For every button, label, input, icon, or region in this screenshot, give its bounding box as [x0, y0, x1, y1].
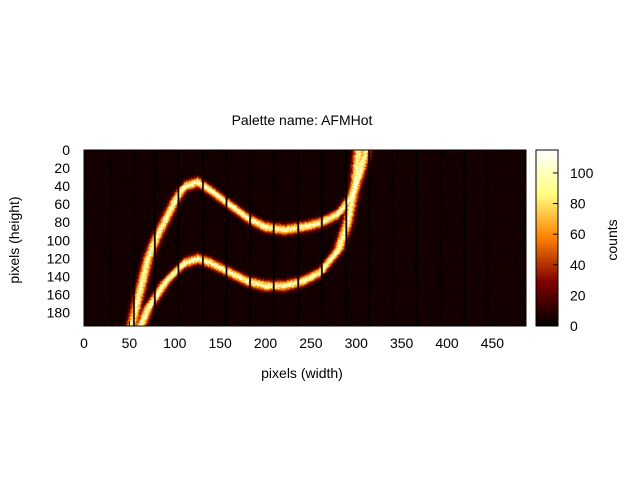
- y-tick-label: 20: [54, 160, 70, 176]
- y-tick-label: 140: [47, 268, 71, 284]
- colorbar-tick-label: 40: [570, 257, 586, 273]
- plot-border: [83, 149, 527, 327]
- y-tick-label: 40: [54, 178, 70, 194]
- colorbar-gradient: [536, 150, 558, 326]
- x-tick-labels: 0 50 100 150 200 250 300 350 400 450: [80, 321, 504, 351]
- y-tick-label: 60: [54, 196, 70, 212]
- y-tick-label: 80: [54, 214, 70, 230]
- x-tick-label: 250: [299, 335, 323, 351]
- y-tick-label: 120: [47, 250, 71, 266]
- colorbar: 0 20 40 60 80 100: [535, 149, 594, 334]
- colorbar-tick-labels: 0 20 40 60 80 100: [553, 165, 594, 334]
- colorbar-tick-label: 0: [570, 318, 578, 334]
- y-tick-label: 180: [47, 304, 71, 320]
- colorbar-label: counts: [604, 219, 620, 260]
- x-tick-label: 300: [345, 335, 369, 351]
- colorbar-border: [535, 149, 559, 327]
- y-tick-label: 0: [62, 142, 70, 158]
- y-tick-label: 160: [47, 286, 71, 302]
- x-tick-label: 100: [163, 335, 187, 351]
- y-tick-labels: 0 20 40 60 80 100 120 140 160 180: [47, 142, 89, 320]
- x-tick-label: 400: [435, 335, 459, 351]
- y-axis-label: pixels (height): [6, 196, 22, 283]
- x-tick-label: 0: [80, 335, 88, 351]
- colorbar-tick-label: 20: [570, 287, 586, 303]
- x-tick-label: 50: [122, 335, 138, 351]
- x-axis-label: pixels (width): [261, 365, 343, 381]
- colorbar-tick-label: 80: [570, 196, 586, 212]
- x-tick-label: 200: [254, 335, 278, 351]
- colorbar-tick-label: 100: [570, 165, 594, 181]
- x-tick-label: 150: [208, 335, 232, 351]
- heatmap-plot-area: [83, 149, 527, 327]
- y-tick-label: 100: [47, 232, 71, 248]
- heatmap-image: [84, 150, 526, 326]
- chart-title: Palette name: AFMHot: [232, 112, 373, 128]
- x-tick-label: 450: [481, 335, 505, 351]
- colorbar-tick-label: 60: [570, 226, 586, 242]
- x-tick-label: 350: [390, 335, 414, 351]
